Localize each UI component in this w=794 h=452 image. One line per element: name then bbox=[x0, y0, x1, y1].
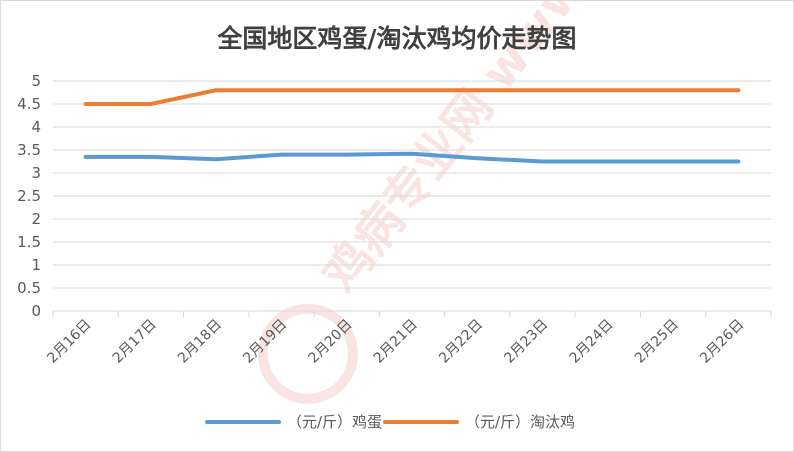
y-tick-label: 0.5 bbox=[17, 279, 41, 297]
y-tick-label: 2.5 bbox=[17, 187, 41, 205]
x-tick-label: 2月16日 bbox=[44, 317, 94, 367]
x-tick-label: 2月26日 bbox=[697, 317, 747, 367]
x-tick-label: 2月21日 bbox=[371, 317, 421, 367]
y-tick-label: 4.5 bbox=[17, 95, 41, 113]
y-tick-label: 5 bbox=[31, 72, 41, 90]
y-tick-label: 3.5 bbox=[17, 141, 41, 159]
series-line-1 bbox=[83, 88, 741, 106]
chart-title: 全国地区鸡蛋/淘汰鸡均价走势图 bbox=[216, 24, 576, 53]
y-tick-label: 1.5 bbox=[17, 233, 41, 251]
x-tick-label: 2月24日 bbox=[567, 317, 617, 367]
x-tick-label: 2月17日 bbox=[110, 317, 160, 367]
legend: （元/斤）鸡蛋 （元/斤）淘汰鸡 bbox=[205, 413, 575, 431]
x-tick-label: 2月23日 bbox=[501, 317, 551, 367]
series-lines bbox=[83, 88, 741, 164]
x-tick-label: 2月18日 bbox=[175, 317, 225, 367]
x-tick-label: 2月25日 bbox=[632, 317, 682, 367]
legend-label-0: （元/斤）鸡蛋 bbox=[287, 413, 382, 431]
x-axis: 2月16日 2月17日 2月18日 2月19日 2月20日 2月21日 2月22日 2月23日… bbox=[44, 311, 772, 367]
y-axis: 0 0.5 1 1.5 2 2.5 3 3.5 4 4.5 5 bbox=[17, 72, 41, 320]
legend-label-1: （元/斤）淘汰鸡 bbox=[465, 413, 575, 431]
watermark-logo bbox=[257, 303, 358, 404]
y-tick-label: 1 bbox=[31, 256, 41, 274]
x-tick-label: 2月22日 bbox=[436, 317, 486, 367]
y-tick-label: 4 bbox=[31, 118, 41, 136]
series-line-0 bbox=[83, 151, 741, 164]
y-tick-label: 0 bbox=[31, 302, 41, 320]
y-tick-label: 3 bbox=[31, 164, 41, 182]
y-tick-label: 2 bbox=[31, 210, 41, 228]
grid-lines bbox=[53, 80, 771, 312]
